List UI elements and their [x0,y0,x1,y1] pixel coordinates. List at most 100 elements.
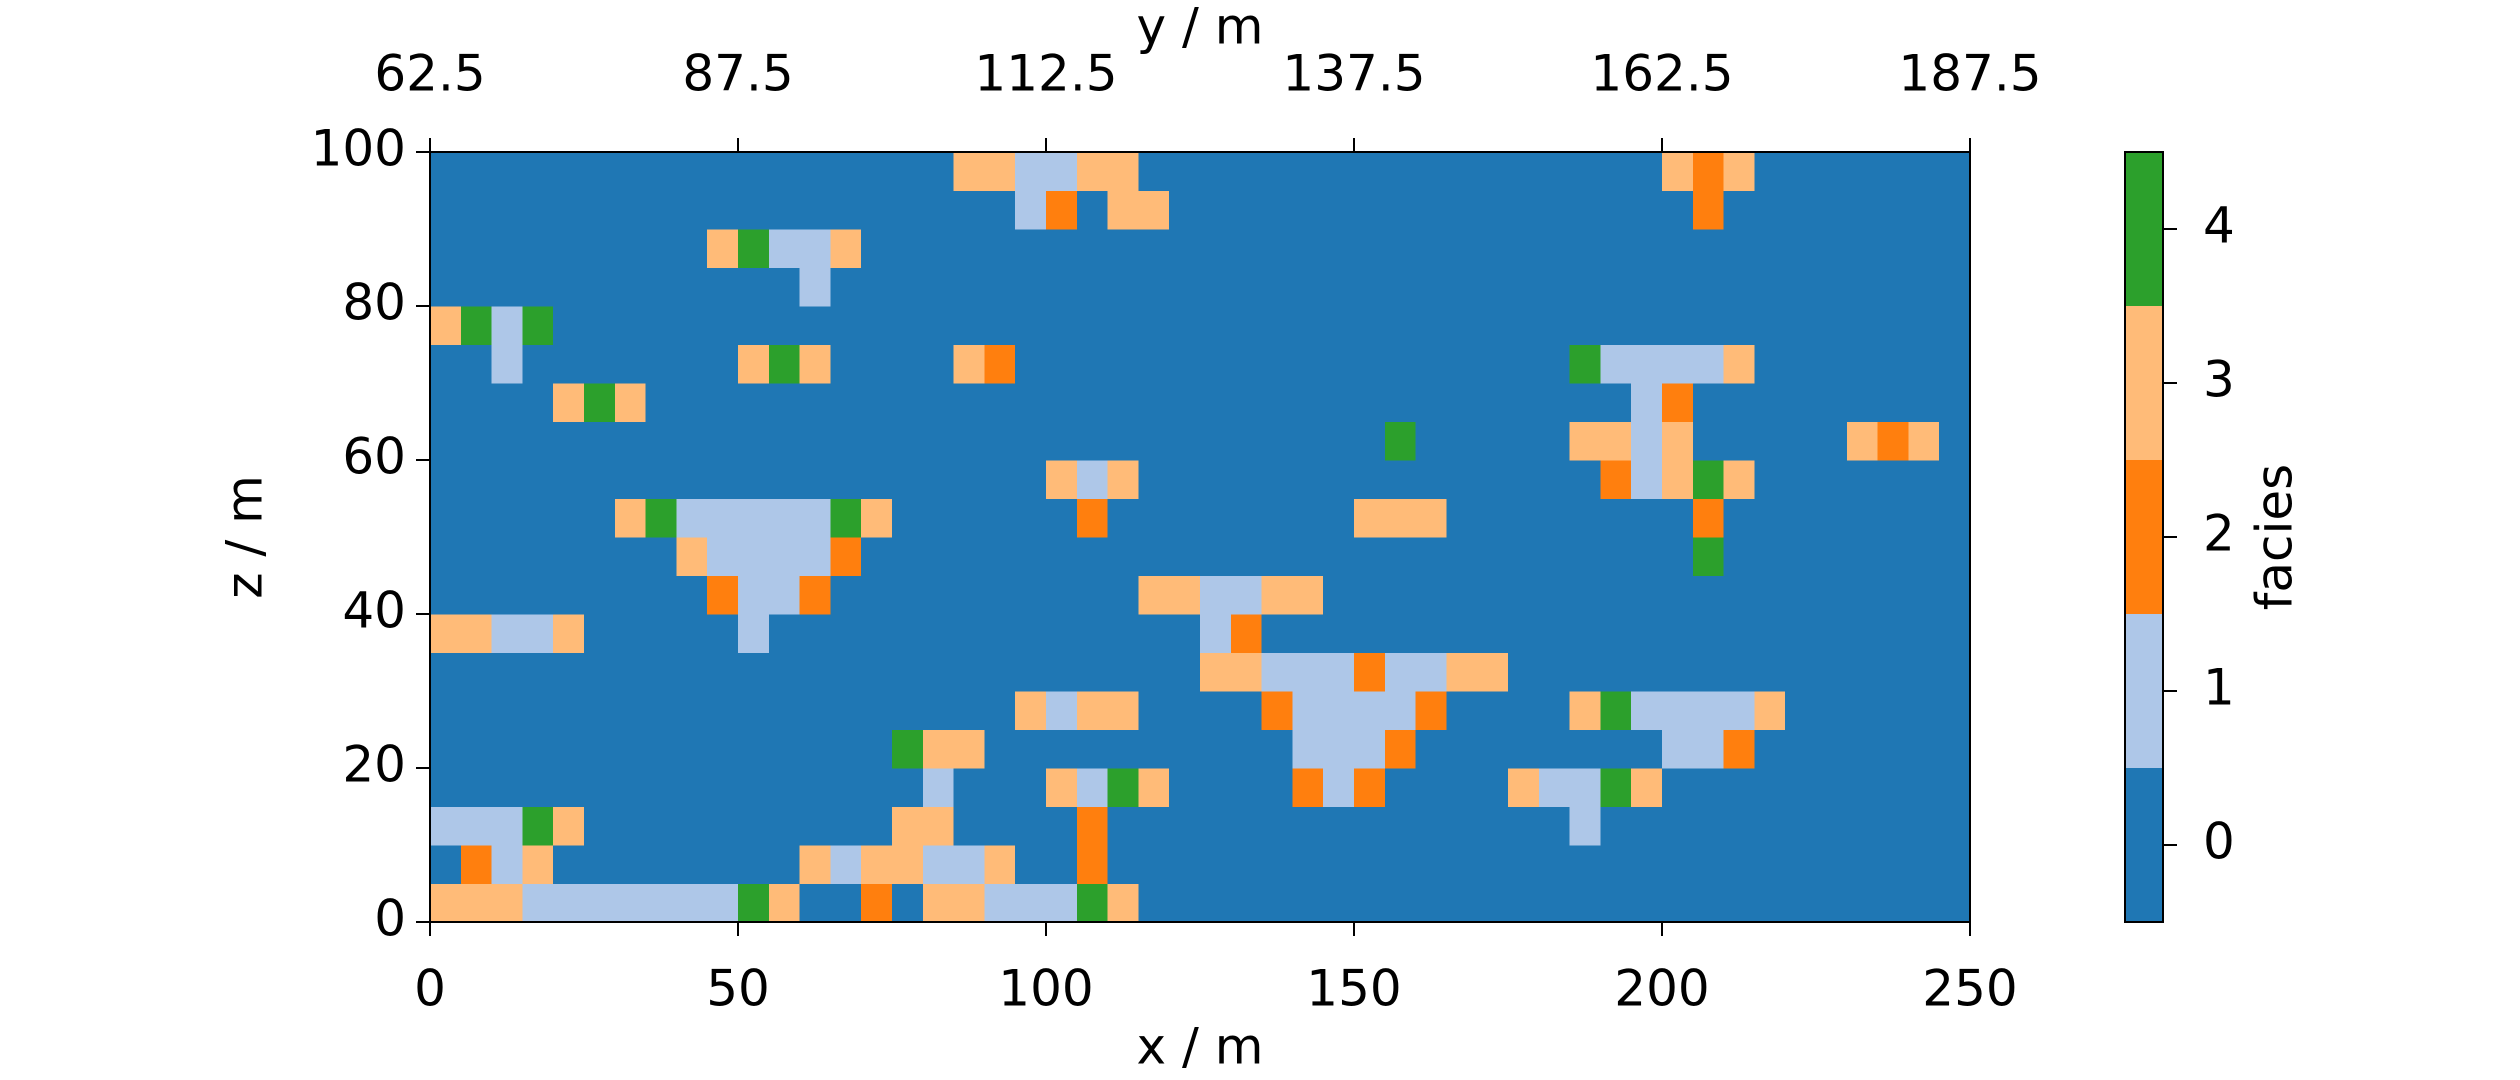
cell [491,768,523,807]
cell [1754,421,1786,461]
cell [799,614,831,653]
y-axis-label: z / m [216,475,274,599]
cell [430,806,462,846]
cell [584,768,616,807]
cell [1569,460,1601,499]
cell [1600,460,1632,499]
cell [707,421,739,461]
cell [1662,845,1694,884]
cell [1508,306,1540,345]
cell [1816,575,1848,615]
cell [1292,614,1324,653]
cell [1384,460,1417,499]
cell [1323,383,1355,422]
cell [1292,383,1324,422]
cell [1723,614,1755,653]
cell [799,344,831,384]
cell [1292,190,1324,230]
cell [1569,421,1601,461]
cell [491,421,523,461]
cell [1477,421,1509,461]
cell [707,652,739,692]
cell [1538,537,1571,576]
colorbar-tick-label: 1 [2203,659,2235,717]
cell [1354,190,1386,230]
cell [1600,267,1632,307]
cell [1662,575,1694,615]
cell [1076,229,1109,268]
cell [1939,806,1971,846]
cell [676,460,708,499]
cell [1354,768,1386,807]
cell [1446,229,1478,268]
cell [1816,383,1848,422]
cell [522,652,554,692]
cell [1754,575,1786,615]
cell [1662,806,1694,846]
cell [1692,152,1725,191]
cell [768,383,801,422]
cell [1508,383,1540,422]
cell [1230,537,1263,576]
cell [953,652,985,692]
cell [892,691,924,730]
cell [1662,768,1694,807]
cell [1538,729,1571,769]
cell [1076,190,1109,230]
cell [1631,460,1663,499]
cell [1846,691,1879,730]
cell [1600,152,1632,191]
cell [1631,845,1663,884]
cell [1046,267,1078,307]
cell [1354,267,1386,307]
cell [984,190,1016,230]
cell [768,806,801,846]
cell [553,498,585,538]
cell [1662,344,1694,384]
cell [1754,229,1786,268]
cell [1631,883,1663,923]
cell [953,729,985,769]
cell [1230,883,1263,923]
cell [1508,575,1540,615]
cell [830,575,862,615]
cell [1200,152,1232,191]
cell [430,460,462,499]
cell [738,845,770,884]
cell [1477,768,1509,807]
cell [1261,383,1293,422]
cell [1446,537,1478,576]
cell [1785,652,1817,692]
cell [1939,575,1971,615]
cell [922,575,955,615]
cell [1846,768,1879,807]
cell [1107,498,1139,538]
cell [1939,306,1971,345]
cell [799,306,831,345]
cell [799,190,831,230]
cell [491,845,523,884]
cell [1354,306,1386,345]
cell [1292,691,1324,730]
cell [1015,806,1047,846]
cell [522,190,554,230]
cell [768,614,801,653]
cell [738,806,770,846]
cell [1169,229,1201,268]
x2-tick-label: 162.5 [1590,45,1733,103]
cell [892,383,924,422]
cell [1538,691,1571,730]
cell [645,845,677,884]
x2-tick-label: 112.5 [974,45,1117,103]
cell [553,344,585,384]
cell [1292,537,1324,576]
cell [1046,421,1078,461]
cell [1138,614,1170,653]
cell [1107,152,1139,191]
cell [738,190,770,230]
cell [1015,652,1047,692]
cell [1292,768,1324,807]
cell [645,306,677,345]
cell [1261,229,1293,268]
cell [1692,845,1725,884]
